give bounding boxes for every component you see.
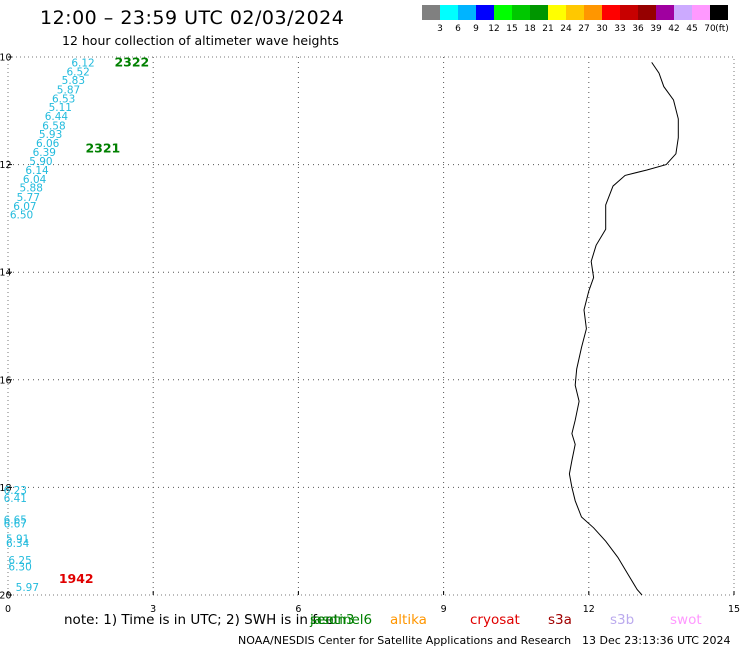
legend-label: 15	[506, 24, 518, 34]
wave-height-point: 6.53	[52, 93, 75, 105]
legend-swatch	[674, 5, 692, 20]
y-tick-label: -16	[0, 375, 12, 386]
legend-swatch	[656, 5, 674, 20]
legend-swatch	[530, 5, 548, 20]
wave-height-point: 6.52	[66, 67, 89, 79]
wave-height-point: 6.65	[4, 515, 27, 527]
satellite-name: cryosat	[470, 612, 520, 628]
wave-height-point: 6.14	[25, 165, 49, 177]
legend-label: 36	[632, 24, 644, 34]
wave-height-point: 5.93	[39, 129, 62, 141]
legend-swatch	[692, 5, 710, 20]
map-grid	[8, 57, 734, 595]
wave-height-point: 6.34	[6, 538, 30, 550]
credits-text: NOAA/NESDIS Center for Satellite Applica…	[238, 634, 572, 647]
wave-height-point: 5.11	[49, 102, 72, 114]
legend-label: 70	[704, 24, 716, 34]
wave-height-point: 5.91	[6, 534, 29, 546]
wave-height-point: 6.23	[4, 485, 27, 497]
wave-height-point: 6.50	[10, 210, 33, 222]
y-tick-label: -18	[0, 483, 12, 494]
legend-label: 39	[650, 24, 662, 34]
wave-height-point: 6.30	[8, 561, 31, 573]
satellite-name: swot	[670, 612, 702, 628]
legend-label: 30	[596, 24, 608, 34]
legend-swatch	[638, 5, 656, 20]
wave-height-point: 6.58	[42, 120, 65, 132]
y-tick-label: -10	[0, 53, 12, 64]
wave-height-point: 6.04	[23, 174, 47, 186]
legend-swatch	[710, 5, 728, 20]
satellite-name: s3b	[610, 612, 635, 628]
legend-swatch	[494, 5, 512, 20]
wave-height-point: 6.06	[36, 138, 60, 150]
map-title: 12:00 – 23:59 UTC 02/03/2024	[40, 7, 345, 29]
x-tick-label: 12	[583, 604, 595, 615]
axis-ticks: 0 3 6 9 12 15 -10 -12 -14 -16 -18 -20	[0, 53, 740, 616]
wave-height-point: 6.44	[45, 111, 69, 123]
wave-height-point: 5.77	[17, 192, 40, 204]
coastline	[568, 62, 679, 596]
legend-swatch	[458, 5, 476, 20]
map-subtitle: 12 hour collection of altimeter wave hei…	[62, 33, 339, 48]
track-time-label: 1942	[59, 571, 94, 586]
legend-swatch	[584, 5, 602, 20]
legend-swatch	[548, 5, 566, 20]
legend-label: 6	[455, 24, 461, 34]
legend-label: 42	[668, 24, 680, 34]
wave-height-point: 6.67	[4, 518, 27, 530]
x-tick-label: 3	[150, 604, 156, 615]
y-tick-label: -12	[0, 160, 12, 171]
wave-height-point: 5.87	[57, 84, 80, 96]
x-tick-label: 9	[441, 604, 447, 615]
legend-label: 45	[686, 24, 698, 34]
wave-height-point: 6.41	[4, 493, 27, 505]
satellite-name: jason3	[310, 612, 355, 628]
wave-height-point: 6.39	[33, 147, 56, 159]
legend-swatch	[440, 5, 458, 20]
legend-label: 21	[542, 24, 554, 34]
legend-unit: (ft)	[715, 24, 729, 34]
legend-label: 24	[560, 24, 572, 34]
y-tick-label: -20	[0, 591, 12, 602]
wave-height-point: 6.07	[13, 201, 36, 213]
note-text: note: 1) Time is in UTC; 2) SWH is in fe…	[64, 612, 339, 628]
satellite-name: s3a	[548, 612, 572, 628]
legend-label: 33	[614, 24, 626, 34]
legend-label: 12	[488, 24, 500, 34]
wave-height-point: 6.25	[8, 555, 31, 567]
track-time-label: 2321	[85, 140, 120, 155]
x-tick-label: 15	[728, 604, 740, 615]
satellite-name: sentinel6	[310, 612, 373, 628]
legend-swatch	[566, 5, 584, 20]
wave-height-point: 5.88	[20, 183, 43, 195]
satellite-name: altika	[390, 612, 427, 628]
legend-swatch	[422, 5, 440, 20]
legend-swatch	[512, 5, 530, 20]
legend-swatch	[620, 5, 638, 20]
legend-swatch	[476, 5, 494, 20]
wave-height-point: 6.12	[71, 57, 94, 69]
timestamp-text: 13 Dec 23:13:36 UTC 2024	[582, 634, 731, 647]
wave-height-point: 5.83	[62, 75, 85, 87]
altimeter-tracks: 6.126.525.835.876.535.116.446.58 2322 5.93…	[4, 54, 150, 594]
wave-height-point: 5.97	[16, 582, 39, 594]
legend-label: 9	[473, 24, 479, 34]
map-frame	[7, 56, 735, 596]
map-border	[7, 56, 735, 596]
wave-height-point: 5.90	[29, 156, 52, 168]
legend-swatch	[602, 5, 620, 20]
track-time-label: 2322	[114, 54, 149, 69]
x-tick-label: 0	[5, 604, 11, 615]
x-tick-label: 6	[295, 604, 301, 615]
y-tick-label: -14	[0, 268, 12, 279]
legend-label: 18	[524, 24, 536, 34]
legend-label: 3	[437, 24, 443, 34]
legend-label: 27	[578, 24, 590, 34]
